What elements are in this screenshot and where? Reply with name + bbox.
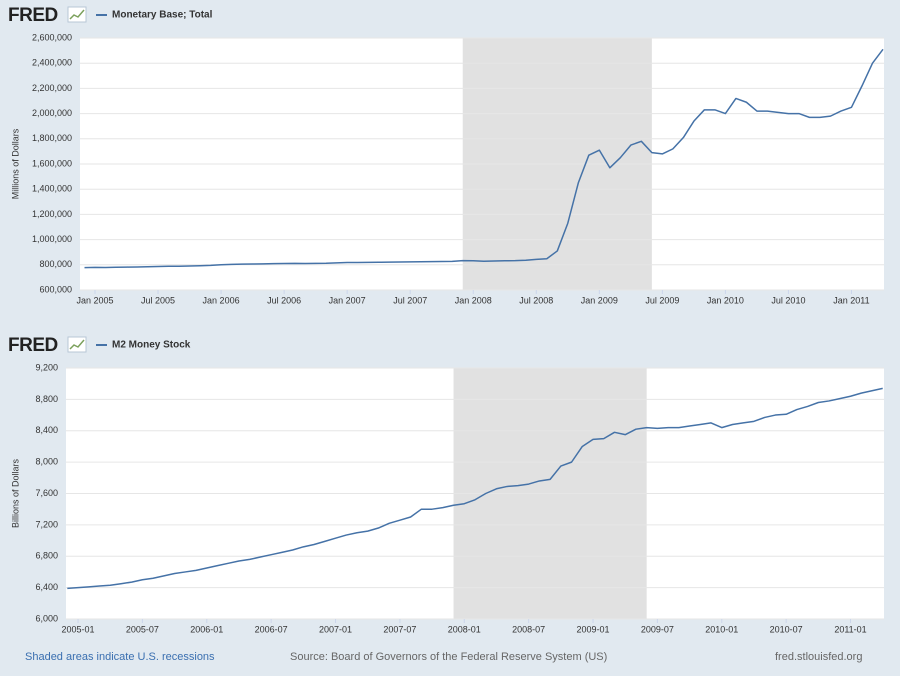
x-tick-label: Jan 2008 — [455, 295, 492, 305]
x-tick-label: 2009-07 — [641, 624, 674, 634]
y-tick-label: 2,600,000 — [32, 32, 72, 42]
y-tick-label: 8,800 — [35, 394, 58, 404]
y-tick-label: 6,400 — [35, 582, 58, 592]
x-tick-label: 2007-07 — [383, 624, 416, 634]
x-tick-label: 2008-07 — [512, 624, 545, 634]
recession-note: Shaded areas indicate U.S. recessions — [25, 651, 215, 663]
y-tick-label: 1,600,000 — [32, 158, 72, 168]
y-axis-label: Billions of Dollars — [10, 458, 20, 528]
y-axis-label: Millions of Dollars — [10, 128, 20, 199]
x-tick-label: Jan 2007 — [329, 295, 366, 305]
x-tick-label: 2010-07 — [770, 624, 803, 634]
series-line — [67, 387, 883, 590]
logo-icon — [67, 336, 87, 353]
legend-label: Monetary Base; Total — [112, 10, 213, 21]
x-tick-label: Jul 2007 — [393, 295, 427, 305]
x-tick-label: Jul 2005 — [141, 295, 175, 305]
x-tick-label: Jan 2005 — [76, 295, 113, 305]
y-tick-label: 7,600 — [35, 488, 58, 498]
y-tick-label: 9,200 — [35, 362, 58, 372]
y-tick-label: 7,200 — [35, 519, 58, 529]
brand-logo: FRED — [8, 5, 58, 26]
y-tick-label: 8,400 — [35, 425, 58, 435]
y-tick-label: 2,000,000 — [32, 108, 72, 118]
x-tick-label: Jul 2010 — [771, 295, 805, 305]
x-tick-label: 2006-01 — [190, 624, 223, 634]
x-tick-label: 2010-01 — [705, 624, 738, 634]
x-tick-label: Jan 2006 — [203, 295, 240, 305]
y-tick-label: 2,400,000 — [32, 58, 72, 68]
y-tick-label: 1,200,000 — [32, 209, 72, 219]
logo-icon-line — [69, 339, 85, 350]
x-tick-label: 2006-07 — [255, 624, 288, 634]
y-tick-label: 600,000 — [39, 284, 72, 294]
x-tick-label: 2009-01 — [577, 624, 610, 634]
series-line — [84, 48, 884, 269]
y-tick-label: 800,000 — [39, 259, 72, 269]
site: fred.stlouisfed.org — [775, 651, 862, 663]
legend-label: M2 Money Stock — [112, 340, 191, 351]
x-tick-label: 2005-01 — [62, 624, 95, 634]
x-tick-label: Jul 2008 — [519, 295, 553, 305]
x-tick-label: 2005-07 — [126, 624, 159, 634]
logo-icon — [67, 6, 87, 23]
y-tick-label: 6,800 — [35, 551, 58, 561]
y-tick-label: 1,800,000 — [32, 133, 72, 143]
logo-icon-line — [69, 9, 85, 20]
x-tick-label: 2007-01 — [319, 624, 352, 634]
x-tick-label: Jan 2009 — [581, 295, 618, 305]
y-tick-label: 2,200,000 — [32, 83, 72, 93]
x-tick-label: 2011-01 — [834, 624, 866, 634]
y-tick-label: 1,000,000 — [32, 234, 72, 244]
y-tick-label: 8,000 — [35, 457, 58, 467]
y-tick-label: 1,400,000 — [32, 184, 72, 194]
x-tick-label: 2008-01 — [448, 624, 481, 634]
x-tick-label: Jan 2010 — [707, 295, 744, 305]
y-tick-label: 6,000 — [35, 613, 58, 623]
brand-logo: FRED — [8, 335, 58, 356]
x-tick-label: Jul 2006 — [267, 295, 301, 305]
x-tick-label: Jul 2009 — [645, 295, 679, 305]
source: Source: Board of Governors of the Federa… — [290, 651, 607, 663]
x-tick-label: Jan 2011 — [833, 295, 869, 305]
